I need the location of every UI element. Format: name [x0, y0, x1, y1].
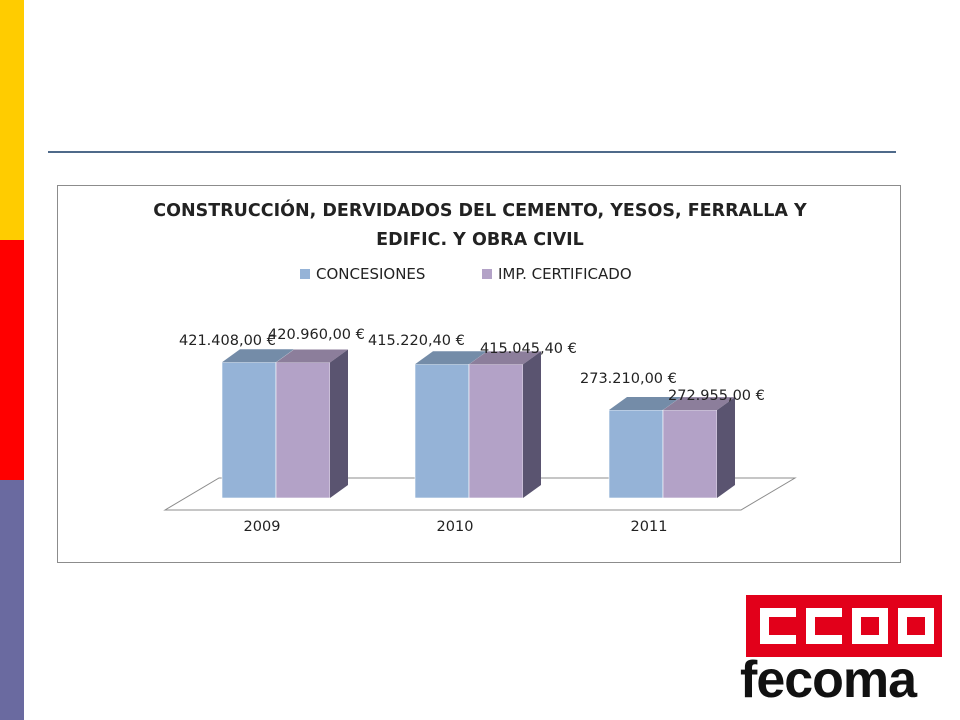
fecoma-wordmark: fecoma: [740, 651, 917, 709]
legend-label-concesiones: CONCESIONES: [316, 265, 426, 283]
bar-top-2009-s1: [276, 349, 348, 363]
bar-side-2009: [330, 349, 348, 498]
stripe-purple: [0, 480, 24, 720]
x-tick-label-2011: 2011: [631, 519, 668, 535]
bar-front-2010-s1: [468, 364, 524, 499]
bar-front-2009-s0: [221, 362, 277, 499]
bar-top-2010-s1: [469, 351, 541, 365]
ccoo-logo: [746, 595, 942, 657]
legend-swatch-certificado: [482, 269, 492, 279]
data-label-2009-s1: 420.960,00 €: [268, 327, 365, 343]
chart-title-line-1: CONSTRUCCIÓN, DERVIDADOS DEL CEMENTO, YE…: [153, 201, 807, 221]
x-tick-label-2009: 2009: [244, 519, 281, 535]
legend-item-concesiones: CONCESIONES: [300, 264, 425, 284]
bar-front-2011-s1: [662, 409, 718, 499]
title-divider: [48, 151, 896, 153]
stripe-red: [0, 240, 24, 480]
data-label-2009-s0: 421.408,00 €: [179, 333, 276, 349]
x-tick-label-2010: 2010: [437, 519, 474, 535]
data-label-2010-s1: 415.045,40 €: [480, 341, 577, 357]
chart-title-line-2: EDIFIC. Y OBRA CIVIL: [376, 230, 584, 250]
ccoo-logo-symbol: [760, 608, 934, 644]
legend-item-certificado: IMP. CERTIFICADO: [482, 264, 632, 284]
legend-label-certificado: IMP. CERTIFICADO: [498, 265, 632, 283]
data-label-2011-s0: 273.210,00 €: [580, 371, 677, 387]
bar-top-2009-s0: [222, 349, 294, 363]
bar-top-2011-s0: [609, 397, 681, 411]
bar-front-2011-s0: [608, 409, 664, 499]
legend-swatch-concesiones: [300, 269, 310, 279]
bar-top-2010-s0: [415, 351, 487, 365]
stripe-yellow: [0, 0, 24, 240]
chart-title: CONSTRUCCIÓN, DERVIDADOS DEL CEMENTO, YE…: [0, 197, 960, 255]
bar-side-2011: [717, 397, 735, 498]
data-label-2011-s1: 272.955,00 €: [668, 388, 765, 404]
bar-front-2010-s0: [414, 363, 470, 499]
data-label-2010-s0: 415.220,40 €: [368, 333, 465, 349]
bar-front-2009-s1: [275, 362, 331, 499]
bar-side-2010: [523, 351, 541, 498]
bar-top-2011-s1: [663, 397, 735, 411]
